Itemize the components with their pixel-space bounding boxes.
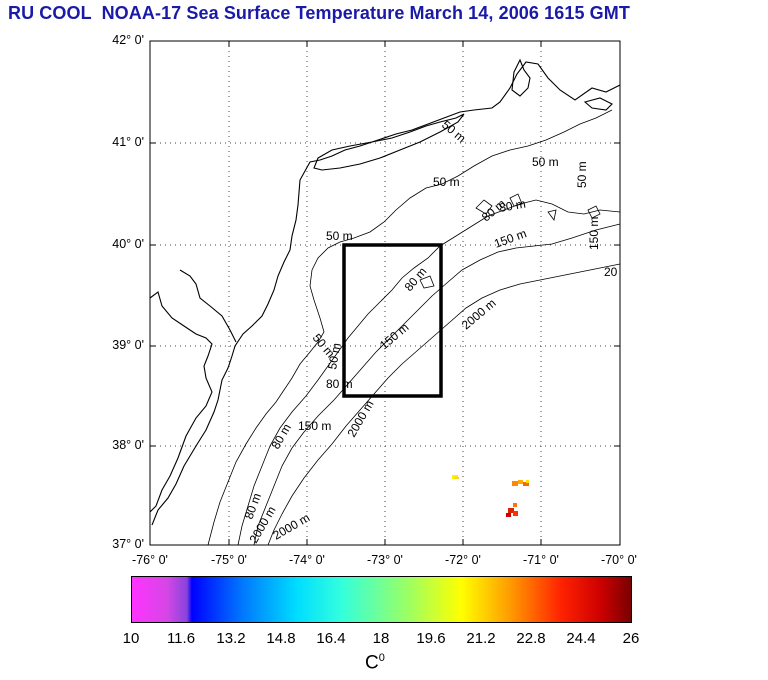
colorbar-tick: 24.4 [566, 630, 596, 647]
lat-label: 37° 0' [112, 537, 144, 551]
contour-label: 150 m [298, 419, 331, 433]
contour-label: 150 m [587, 217, 601, 250]
lat-label: 39° 0' [112, 338, 144, 352]
lon-label: -72° 0' [445, 553, 481, 567]
lat-label: 41° 0' [112, 135, 144, 149]
contour-label: 20 [604, 265, 618, 279]
study-region-box [342, 243, 443, 398]
colorbar-tick: 21.2 [466, 630, 496, 647]
coastline [149, 58, 621, 526]
contour-label: 50 m [326, 229, 353, 243]
lon-label: -75° 0' [211, 553, 247, 567]
colorbar-tick: 18 [372, 630, 390, 647]
isobaths [207, 109, 621, 546]
lon-label: -76° 0' [132, 553, 168, 567]
contour-label: 50 m [532, 155, 559, 169]
contour-label: 50 m [433, 175, 460, 189]
colorbar-tick: 19.6 [416, 630, 446, 647]
lon-label: -71° 0' [523, 553, 559, 567]
unit-symbol: C [365, 652, 379, 674]
colorbar-tick: 22.8 [516, 630, 546, 647]
frame-ticks [150, 41, 620, 545]
colorbar-tick: 16.4 [316, 630, 346, 647]
lat-label: 42° 0' [112, 33, 144, 47]
contour-label: 80 m [498, 197, 527, 215]
colorbar-tick: 10 [122, 630, 140, 647]
contour-label: 80 m [326, 377, 353, 391]
lon-label: -70° 0' [601, 553, 637, 567]
lon-label: -74° 0' [289, 553, 325, 567]
colorbar-tick: 13.2 [216, 630, 246, 647]
lon-label: -73° 0' [367, 553, 403, 567]
unit-superscript: 0 [378, 652, 385, 664]
colorbar-tick: 14.8 [266, 630, 296, 647]
map-title: RU COOL NOAA-17 Sea Surface Temperature … [8, 3, 630, 23]
contour-label: 50 m [325, 342, 343, 371]
colorbar-tick: 26 [622, 630, 640, 647]
contour-label: 50 m [575, 161, 589, 188]
colorbar-tick: 11.6 [166, 630, 196, 647]
colorbar-unit: C0 [365, 652, 385, 674]
lat-label: 38° 0' [112, 438, 144, 452]
sst-pixels [452, 475, 529, 517]
temperature-colorbar [131, 576, 632, 623]
lat-label: 40° 0' [112, 237, 144, 251]
